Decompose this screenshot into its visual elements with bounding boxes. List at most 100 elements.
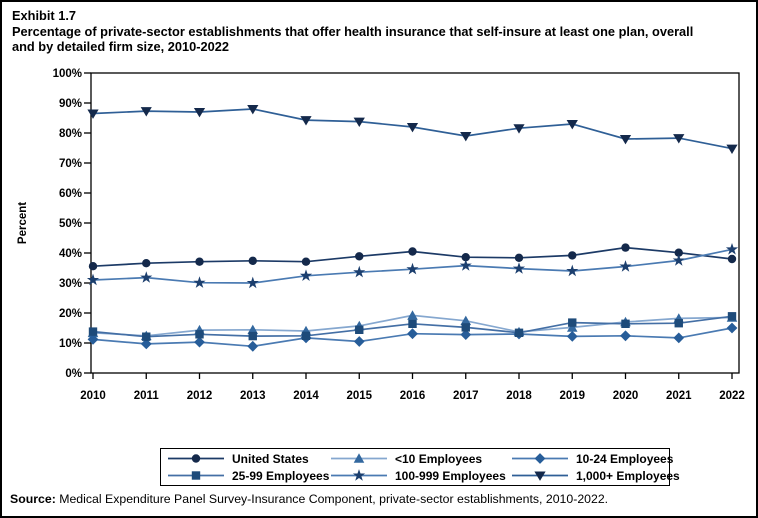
x-tick-label: 2012 xyxy=(187,390,213,402)
chart-title-line1: Percentage of private-sector establishme… xyxy=(12,23,694,39)
data-point-marker xyxy=(727,312,737,321)
source-note: Source: Medical Expenditure Panel Survey… xyxy=(10,492,608,506)
data-point-marker xyxy=(299,269,313,281)
data-point-marker xyxy=(727,254,737,264)
data-point-marker xyxy=(247,324,259,335)
y-tick-label: 10% xyxy=(59,338,82,350)
legend-label: United States xyxy=(232,451,309,466)
y-tick-label: 20% xyxy=(59,308,82,320)
y-tick-label: 80% xyxy=(59,128,82,140)
data-point-marker xyxy=(673,134,685,144)
legend-label: 1,000+ Employees xyxy=(576,468,680,483)
y-axis: 0% 10% 20% 30% 40% 50% 60% 70% 80% 90% 100% xyxy=(53,68,91,380)
data-point-marker xyxy=(193,276,206,288)
data-point-marker xyxy=(247,340,259,352)
data-point-marker xyxy=(672,254,685,266)
data-point-marker xyxy=(534,471,546,481)
data-point-marker xyxy=(674,248,683,257)
data-point-marker xyxy=(88,327,98,336)
data-point-marker xyxy=(568,318,577,327)
data-point-marker xyxy=(88,262,98,271)
data-point-marker xyxy=(301,257,311,266)
data-point-marker xyxy=(191,454,201,463)
x-tick-label: 2020 xyxy=(613,390,639,402)
data-point-marker xyxy=(512,262,526,274)
exhibit-number: Exhibit 1.7 xyxy=(12,8,77,23)
x-axis: 2010 2011 2012 2013 2014 2015 2016 2017 2018 2019… xyxy=(80,373,745,402)
data-point-marker xyxy=(460,315,472,326)
legend-box: United States <10 Employees 10-24 Employ… xyxy=(160,448,680,486)
legend-label: 25-99 Employees xyxy=(232,468,330,483)
x-tick-label: 2010 xyxy=(80,390,106,402)
y-tick-label: 90% xyxy=(59,98,82,110)
legend-marker-icon xyxy=(512,471,568,481)
data-point-marker xyxy=(567,322,578,332)
data-point-marker xyxy=(406,262,419,275)
series-markers-100-999-employees xyxy=(86,243,739,289)
data-point-marker xyxy=(726,322,738,334)
data-point-marker xyxy=(142,259,151,268)
data-point-marker xyxy=(674,319,683,328)
data-point-marker xyxy=(191,471,201,480)
source-text: Medical Expenditure Panel Survey-Insuran… xyxy=(55,492,609,506)
data-point-marker xyxy=(353,453,365,463)
data-point-marker xyxy=(353,265,366,278)
legend-marker-icon xyxy=(331,469,387,481)
data-point-marker xyxy=(248,331,257,341)
data-point-marker xyxy=(408,319,417,328)
data-point-marker xyxy=(514,328,524,337)
data-point-marker xyxy=(353,117,365,127)
data-point-marker xyxy=(408,247,417,256)
series-markers-25-99-employees xyxy=(88,312,737,341)
data-point-marker xyxy=(568,251,577,260)
data-point-marker xyxy=(566,264,579,277)
data-point-marker xyxy=(621,319,630,328)
y-tick-label: 50% xyxy=(59,218,82,230)
x-tick-label: 2021 xyxy=(666,390,692,402)
data-point-marker xyxy=(459,259,472,271)
y-tick-label: 70% xyxy=(59,158,82,170)
data-point-marker xyxy=(301,331,311,340)
series-markers-united-states xyxy=(88,243,737,271)
data-point-marker xyxy=(621,243,630,252)
data-point-marker xyxy=(460,329,472,340)
x-tick-label: 2015 xyxy=(346,390,372,402)
x-tick-label: 2014 xyxy=(293,390,319,402)
data-point-marker xyxy=(246,276,259,289)
data-point-marker xyxy=(193,108,206,118)
legend-marker-icon xyxy=(168,471,224,480)
legend-item-25-99-employees: 25-99 Employees xyxy=(167,467,330,484)
data-point-marker xyxy=(353,336,365,347)
legend-label: 10-24 Employees xyxy=(576,451,674,466)
x-tick-label: 2016 xyxy=(400,390,426,402)
x-tick-label: 2011 xyxy=(134,390,160,402)
x-tick-label: 2019 xyxy=(559,390,585,402)
legend-item-100-999-employees: 100-999 Employees xyxy=(330,467,511,484)
data-point-marker xyxy=(461,253,470,262)
data-point-marker xyxy=(140,107,152,117)
y-tick-label: 100% xyxy=(53,68,82,80)
y-tick-label: 40% xyxy=(59,248,82,260)
legend-marker-icon xyxy=(331,453,387,463)
data-point-marker xyxy=(87,334,99,345)
data-point-marker xyxy=(461,323,470,332)
data-point-marker xyxy=(513,124,525,134)
data-point-marker xyxy=(619,135,632,145)
data-point-marker xyxy=(406,123,419,133)
data-point-marker xyxy=(195,330,204,339)
legend-item-united-states: United States xyxy=(167,450,330,467)
data-point-marker xyxy=(248,256,257,265)
legend-item-10-24-employees: 10-24 Employees xyxy=(511,450,680,467)
legend-item-10-employees: <10 Employees xyxy=(330,450,511,467)
y-axis-title: Percent xyxy=(17,202,29,244)
data-point-marker xyxy=(194,336,205,348)
data-point-marker xyxy=(566,331,578,342)
x-tick-label: 2013 xyxy=(240,390,266,402)
series-markers-1-000-employees xyxy=(87,105,738,154)
y-tick-label: 30% xyxy=(59,278,82,290)
data-point-marker xyxy=(86,273,100,286)
data-point-marker xyxy=(725,243,739,255)
data-point-marker xyxy=(352,469,366,481)
legend-marker-icon xyxy=(512,453,568,464)
